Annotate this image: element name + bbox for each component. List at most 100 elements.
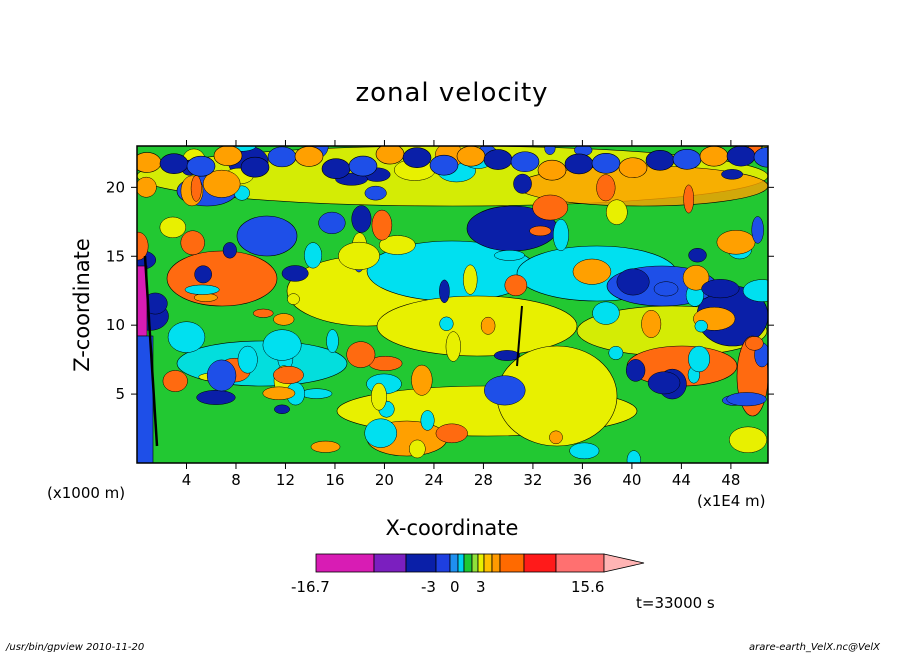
field-vortex (371, 209, 393, 241)
velocity-field (137, 146, 768, 463)
x-tick-label: 40 (622, 471, 641, 489)
field-vortex (346, 341, 376, 368)
field-vortex (287, 293, 300, 305)
field-vortex (726, 146, 756, 167)
field-vortex (137, 176, 157, 198)
field-vortex (494, 250, 525, 261)
field-vortex (745, 336, 764, 351)
colorbar-segment (373, 553, 407, 573)
field-vortex (321, 158, 351, 179)
x-tick-label: 12 (276, 471, 295, 489)
chart-title: zonal velocity (355, 78, 549, 108)
y-tick-label: 15 (106, 247, 125, 265)
x-tick-label: 28 (474, 471, 493, 489)
field-vortex (572, 258, 612, 285)
field-vortex (351, 205, 372, 233)
field-vortex (532, 194, 569, 221)
field-vortex (683, 184, 694, 214)
x-tick-label: 8 (231, 471, 241, 489)
field-vortex (616, 268, 650, 296)
colorbar-segment (463, 553, 473, 573)
field-vortex (716, 229, 756, 255)
field-vortex (262, 329, 302, 361)
y-axis: 5 10 15 20 (106, 178, 774, 403)
field-vortex (167, 321, 206, 353)
field-vortex (626, 450, 641, 463)
field-vortex (688, 248, 707, 263)
field-vortex (751, 216, 764, 244)
field-vortex (196, 390, 236, 405)
x-unit-right: (x1E4 m) (697, 492, 766, 510)
field-vortex (262, 386, 296, 400)
colorbar-segment (471, 553, 479, 573)
field-vortex (273, 366, 304, 385)
field-vortex (159, 153, 189, 174)
field-vortex (645, 150, 675, 171)
field-blob (376, 295, 578, 357)
field-vortex (688, 345, 711, 373)
field-vortex (504, 274, 528, 297)
field-vortex (672, 148, 702, 170)
field-vortex (338, 241, 380, 270)
plot-frame (136, 145, 769, 464)
field-vortex (281, 265, 309, 282)
field-vortex (529, 225, 552, 237)
field-vortex (445, 331, 461, 362)
colorbar-segment (523, 553, 557, 573)
field-blob (166, 250, 278, 307)
colorbar-arrow (603, 553, 645, 573)
footer-right: arare-earth_VelX.nc@VelX (749, 642, 880, 653)
field-vortex (202, 169, 241, 198)
x-tick-label: 24 (424, 471, 443, 489)
footer-left: /usr/bin/gpview 2010-11-20 (6, 642, 145, 653)
colorbar-segment (405, 553, 437, 573)
colorbar-segment (483, 553, 493, 573)
x-axis: 4 8 12 16 20 24 28 32 36 40 44 48 (182, 140, 740, 489)
field-vortex (608, 346, 624, 360)
field-vortex (439, 316, 454, 331)
field-vortex (701, 279, 740, 299)
field-vortex (186, 155, 216, 177)
field-vortex (484, 375, 526, 406)
field-vortex (300, 388, 333, 399)
colorbar-max-label: 15.6 (571, 578, 605, 596)
x-tick-label: 32 (523, 471, 542, 489)
colorbar-segment (315, 553, 375, 573)
field-vortex (420, 410, 435, 431)
colorbar-segment (435, 553, 451, 573)
y-tick-label: 20 (106, 178, 125, 196)
x-tick-label: 44 (672, 471, 691, 489)
field-vortex (435, 423, 468, 444)
field-vortex (537, 159, 567, 181)
field-vortex (647, 371, 681, 395)
field-vortex (318, 211, 346, 235)
field-vortex (641, 310, 662, 338)
field-vortex (729, 426, 768, 454)
x-tick-label: 36 (573, 471, 592, 489)
field-vortex (375, 146, 405, 165)
field-vortex (694, 319, 708, 333)
field-vortex (429, 154, 459, 176)
field-vortex (267, 146, 297, 168)
field-vortex (240, 156, 270, 178)
field-vortex (653, 281, 679, 297)
field-vortex (439, 279, 450, 304)
field-vortex (552, 218, 569, 252)
field-vortex (184, 284, 220, 295)
field-vortex (137, 231, 149, 261)
field-vortex (159, 216, 187, 239)
field-vortex (682, 265, 710, 291)
x-axis-label: X-coordinate (385, 516, 519, 540)
field-vortex (483, 149, 513, 170)
field-vortex (310, 440, 341, 453)
colorbar-min-label: -16.7 (291, 578, 330, 596)
field-vortex (206, 359, 237, 392)
x-tick-label: 20 (375, 471, 394, 489)
field-vortex (378, 235, 416, 255)
field-vortex (370, 382, 387, 411)
field-vortex (162, 370, 188, 392)
field-vortex (596, 174, 616, 202)
field-vortex (699, 146, 729, 167)
y-tick-label: 10 (106, 316, 125, 334)
